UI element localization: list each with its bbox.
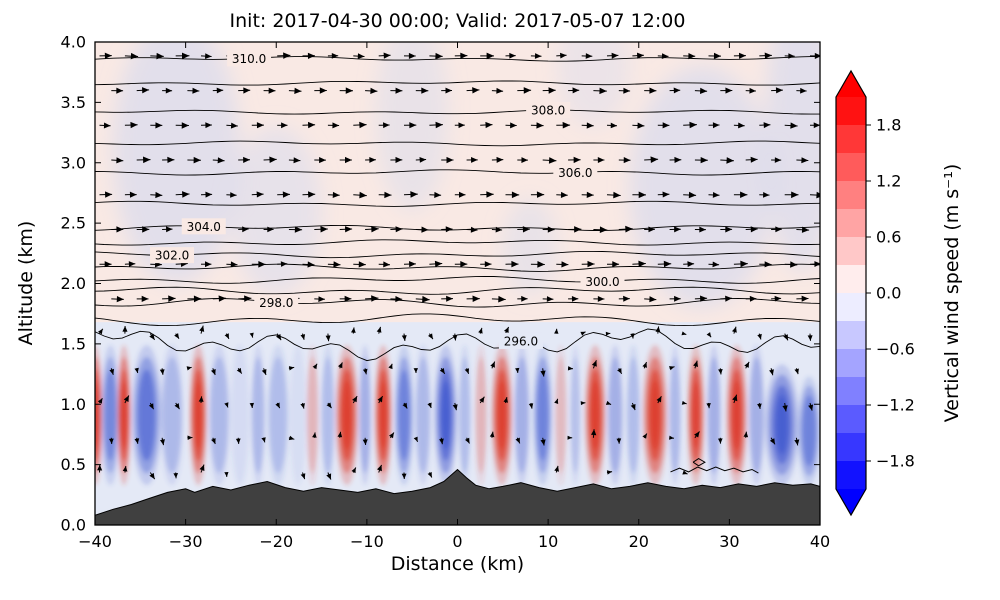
svg-text:300.0: 300.0 [585,275,619,289]
svg-text:306.0: 306.0 [558,166,592,180]
svg-text:40: 40 [810,532,830,551]
svg-text:0.5: 0.5 [61,455,86,474]
svg-text:−0.6: −0.6 [876,340,915,359]
svg-text:298.0: 298.0 [259,296,293,310]
terrain [95,468,820,525]
svg-text:2.0: 2.0 [61,274,86,293]
svg-text:−40: −40 [78,532,112,551]
svg-text:304.0: 304.0 [187,220,221,234]
svg-text:1.0: 1.0 [61,395,86,414]
svg-text:1.8: 1.8 [876,116,901,135]
svg-text:0.0: 0.0 [61,516,86,535]
x-axis-ticks: −40 −30 −20 −10 0 10 20 30 40 [78,42,830,551]
svg-text:10: 10 [538,532,558,551]
svg-text:−20: −20 [259,532,293,551]
svg-text:4.0: 4.0 [61,33,86,52]
svg-text:310.0: 310.0 [232,52,266,66]
svg-text:0: 0 [452,532,462,551]
updraft-downdraft-cells [95,345,820,486]
svg-text:1.2: 1.2 [876,172,901,191]
w-zero-contours [670,458,759,474]
theta-contour-labels: 310.0 308.0 306.0 304.0 302.0 300.0 298.0 296.0 [150,50,625,349]
svg-text:1.5: 1.5 [61,334,86,353]
svg-text:2.5: 2.5 [61,214,86,233]
svg-text:0.0: 0.0 [876,284,901,303]
svg-text:308.0: 308.0 [531,103,565,117]
svg-text:30: 30 [719,532,739,551]
svg-text:302.0: 302.0 [155,249,189,263]
svg-text:3.0: 3.0 [61,153,86,172]
colorbar: 1.8 1.2 0.6 0.0 −0.6 −1.2 −1.8 [835,69,915,517]
plot-area: 310.0 308.0 306.0 304.0 302.0 300.0 298.0 296.0 [95,42,820,525]
svg-text:3.5: 3.5 [61,93,86,112]
svg-text:−1.2: −1.2 [876,396,915,415]
svg-text:−30: −30 [169,532,203,551]
svg-text:−10: −10 [350,532,384,551]
y-axis-ticks: 0.0 0.5 1.0 1.5 2.0 2.5 3.0 3.5 4.0 [61,33,820,535]
colorbar-extend-max [836,71,866,97]
colorbar-extend-min [836,489,866,515]
svg-text:0.6: 0.6 [876,228,901,247]
svg-text:20: 20 [629,532,649,551]
svg-text:296.0: 296.0 [504,334,538,348]
svg-text:−1.8: −1.8 [876,452,915,471]
